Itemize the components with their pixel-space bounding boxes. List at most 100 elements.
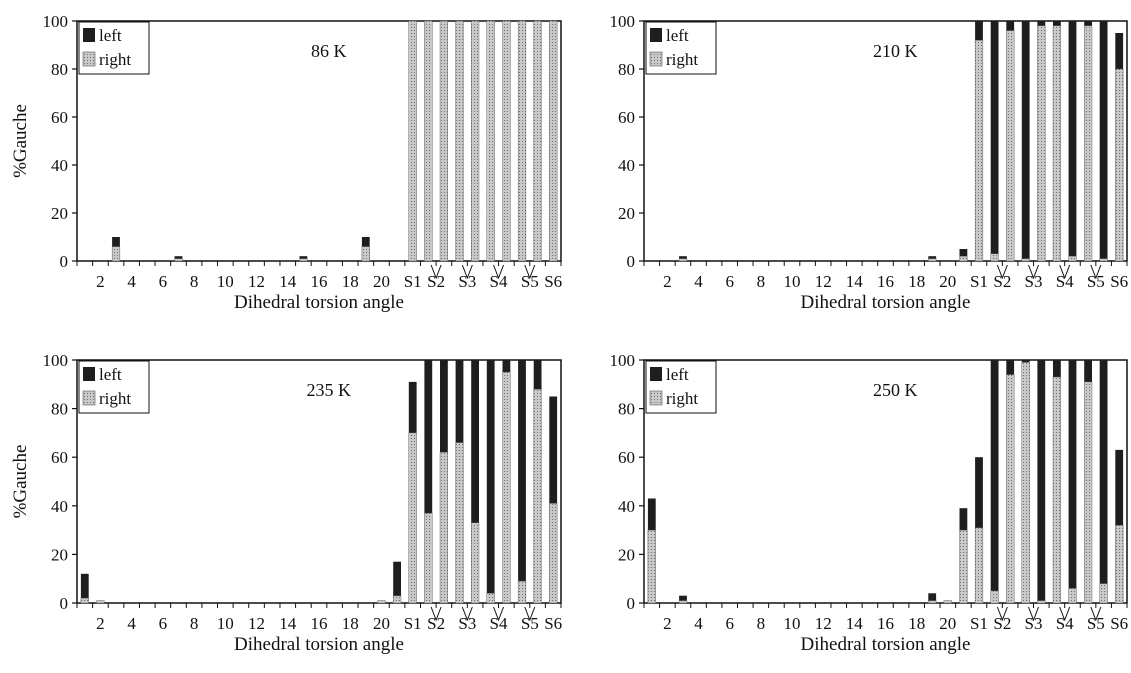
bar-left — [1021, 21, 1030, 261]
bar-right — [533, 389, 542, 604]
bar-right — [959, 256, 968, 262]
x-tick-label: 14 — [279, 614, 297, 633]
y-tick-label: 100 — [610, 351, 636, 370]
legend-swatch-right — [649, 51, 663, 67]
x-tick-label: 16 — [877, 272, 894, 291]
x-axis-label: Dihedral torsion angle — [234, 292, 404, 313]
bar-right — [424, 512, 433, 604]
bar-right — [486, 20, 495, 262]
bar-left — [679, 595, 687, 603]
pair-marker — [1028, 606, 1039, 622]
bar-right — [439, 452, 449, 604]
x-tick-label: S1 — [970, 614, 988, 633]
chart-panel-2: 0 20 40 60 80 100 2 4 6 8 10 12 14 16 18 20 S1 S2 S3 S4 S5 S6… — [610, 12, 1129, 313]
y-tick-label: 20 — [618, 545, 635, 564]
bar-right — [393, 595, 402, 604]
y-tick-label: 100 — [610, 12, 636, 31]
bar-right — [424, 20, 433, 262]
bar-right — [974, 527, 984, 604]
bar-right — [377, 600, 386, 604]
bar-left — [1068, 360, 1077, 603]
bar-left — [990, 21, 999, 261]
x-tick-label: S1 — [404, 614, 422, 633]
pair-marker — [524, 264, 536, 280]
legend-swatch-left — [650, 367, 662, 381]
pair-marker — [1059, 264, 1071, 280]
y-tick-label: 0 — [60, 252, 69, 271]
bar-right — [1006, 30, 1015, 262]
bar-left — [1037, 360, 1046, 603]
x-tick-label: S3 — [458, 614, 476, 633]
x-tick-label: 12 — [815, 614, 832, 633]
x-tick-label: 20 — [373, 272, 390, 291]
x-tick-label: 6 — [159, 272, 168, 291]
pair-marker — [493, 264, 505, 280]
bar-left — [1099, 21, 1108, 261]
bar-right — [959, 529, 968, 604]
x-tick-label: 4 — [694, 272, 703, 291]
bar-right — [111, 246, 121, 262]
bar-right — [678, 600, 688, 604]
x-tick-label: S4 — [490, 272, 508, 291]
x-tick-label: 12 — [248, 614, 265, 633]
bar-right — [1083, 25, 1093, 262]
legend-label-right: right — [666, 389, 698, 408]
y-tick-label: 60 — [618, 108, 635, 127]
y-axis-label: %Gauche — [10, 104, 31, 178]
bar-right — [1115, 68, 1124, 262]
x-tick-label: 10 — [784, 614, 801, 633]
bar-right — [80, 597, 89, 604]
bar-right — [928, 600, 937, 604]
x-tick-label: S3 — [458, 272, 476, 291]
legend-label-left: left — [666, 365, 689, 384]
x-tick-label: 6 — [159, 614, 168, 633]
bar-right — [455, 20, 464, 262]
y-tick-label: 0 — [627, 252, 636, 271]
x-tick-label: S4 — [1056, 614, 1074, 633]
x-tick-label: S2 — [427, 272, 445, 291]
pair-marker — [430, 606, 442, 622]
x-tick-label: 4 — [127, 614, 136, 633]
pair-marker — [1028, 264, 1039, 280]
bar-right — [928, 258, 937, 262]
bar-right — [647, 529, 656, 604]
bar-right — [549, 503, 558, 604]
bar-right — [1068, 588, 1077, 604]
bar-right — [549, 20, 558, 262]
x-tick-label: 16 — [877, 614, 894, 633]
x-axis-label: Dihedral torsion angle — [801, 292, 971, 313]
x-tick-label: 14 — [279, 272, 297, 291]
pair-marker — [461, 606, 473, 622]
x-tick-label: S2 — [427, 614, 445, 633]
bar-right — [1083, 381, 1093, 604]
y-tick-label: 100 — [43, 12, 69, 31]
x-tick-label: 2 — [663, 614, 672, 633]
pair-marker — [493, 606, 505, 622]
x-tick-label: 8 — [757, 614, 766, 633]
x-tick-label: 10 — [217, 614, 234, 633]
x-tick-label: 2 — [96, 272, 105, 291]
y-tick-label: 60 — [618, 448, 635, 467]
x-tick-label: 12 — [248, 272, 265, 291]
bar-left — [990, 360, 999, 603]
bar-right — [361, 246, 370, 262]
x-tick-label: 2 — [663, 272, 672, 291]
bar-left — [549, 396, 558, 603]
bar-left — [424, 360, 433, 603]
bar-right — [502, 20, 511, 262]
y-tick-label: 40 — [51, 156, 68, 175]
y-tick-label: 40 — [618, 497, 635, 516]
x-tick-label: S2 — [993, 614, 1011, 633]
x-tick-label: S5 — [1087, 614, 1105, 633]
x-tick-label: 4 — [127, 272, 136, 291]
y-tick-label: 80 — [51, 60, 68, 79]
y-tick-label: 20 — [618, 204, 635, 223]
bar-right — [1021, 362, 1030, 604]
x-axis-label: Dihedral torsion angle — [234, 634, 404, 655]
legend-swatch-left — [83, 28, 95, 42]
plot-frame — [76, 359, 562, 604]
legend-swatch-right — [649, 390, 663, 406]
bar-right — [990, 590, 999, 604]
x-tick-label: 8 — [190, 614, 199, 633]
